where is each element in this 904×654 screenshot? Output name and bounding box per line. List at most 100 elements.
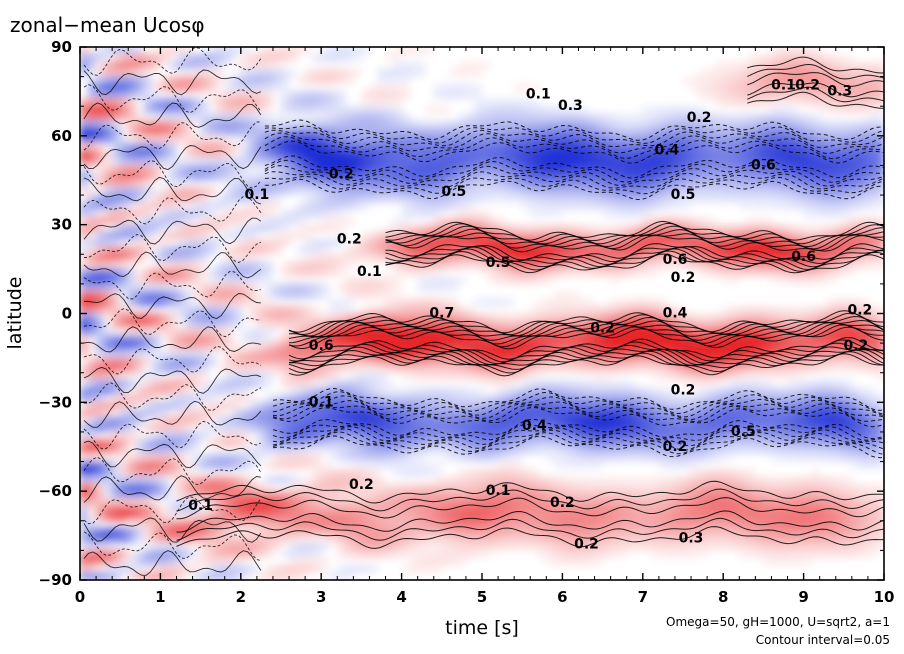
heat-cell: [489, 431, 499, 440]
heat-cell: [183, 261, 194, 270]
heat-cell: [200, 105, 210, 115]
heat-cell: [593, 127, 604, 137]
heat-cell: [200, 290, 210, 300]
heat-cell: [417, 142, 427, 152]
heat-cell: [569, 261, 580, 270]
heat-cell: [360, 164, 371, 174]
heat-cell: [569, 446, 580, 455]
heat-cell: [80, 557, 89, 566]
heat-cell: [545, 357, 555, 366]
heat-cell: [95, 305, 105, 315]
heat-cell: [280, 209, 290, 218]
heat-cell: [320, 534, 330, 544]
heat-cell: [706, 224, 716, 233]
heat-cell: [312, 261, 322, 270]
heat-cell: [103, 327, 113, 337]
heat-cell: [409, 520, 419, 529]
heat-cell: [360, 520, 371, 529]
heat-cell: [119, 238, 129, 248]
heat-cell: [216, 157, 226, 167]
heat-cell: [296, 475, 306, 485]
heat-cell: [328, 53, 338, 63]
heat-cell: [569, 290, 580, 300]
heat-cell: [449, 231, 459, 241]
heat-cell: [87, 431, 97, 440]
heat-cell: [746, 187, 756, 196]
heat-cell: [216, 364, 226, 374]
heat-cell: [706, 268, 716, 278]
heat-cell: [175, 475, 186, 485]
heat-cell: [706, 349, 716, 359]
heat-cell: [328, 490, 338, 500]
heat-cell: [80, 179, 89, 189]
heat-cell: [626, 512, 636, 522]
heat-cell: [280, 549, 290, 559]
heat-cell: [143, 142, 153, 152]
heat-cell: [457, 542, 467, 551]
heat-cell: [513, 534, 523, 544]
heat-cell: [328, 475, 338, 485]
heat-cell: [698, 105, 708, 115]
heat-cell: [706, 320, 716, 329]
heat-cell: [417, 342, 427, 352]
heat-cell: [513, 394, 523, 403]
heat-cell: [256, 98, 266, 107]
heat-cell: [610, 423, 620, 433]
heat-cell: [561, 335, 572, 344]
heat-cell: [87, 312, 97, 322]
heat-cell: [505, 423, 515, 433]
heat-cell: [159, 164, 170, 174]
heat-cell: [143, 275, 153, 285]
heat-cell: [698, 179, 708, 189]
heat-cell: [417, 327, 427, 337]
heat-cell: [216, 409, 226, 418]
heat-cell: [224, 520, 234, 529]
heat-cell: [569, 349, 580, 359]
heat-cell: [159, 505, 170, 514]
heat-cell: [208, 61, 218, 70]
heat-cell: [216, 431, 226, 440]
heat-cell: [561, 312, 572, 322]
heat-cell: [529, 172, 539, 181]
heat-cell: [593, 201, 604, 211]
heat-cell: [698, 379, 708, 389]
heat-cell: [111, 527, 121, 537]
heat-cell: [505, 157, 515, 167]
heat-cell: [481, 497, 491, 507]
heat-cell: [449, 490, 459, 500]
heat-cell: [738, 201, 748, 211]
heat-cell: [722, 238, 732, 248]
heat-cell: [280, 179, 290, 189]
heat-cell: [433, 298, 443, 307]
heat-cell: [360, 113, 371, 122]
heat-cell: [433, 105, 443, 115]
heat-cell: [473, 386, 483, 396]
heat-cell: [441, 557, 451, 566]
heat-cell: [658, 253, 668, 263]
heat-cell: [449, 127, 459, 137]
heat-cell: [658, 327, 668, 337]
heat-cell: [280, 68, 290, 78]
heat-cell: [296, 224, 306, 233]
heat-cell: [232, 372, 242, 381]
heat-cell: [593, 490, 604, 500]
heat-cell: [127, 142, 137, 152]
heat-cell: [175, 423, 186, 433]
heat-cell: [593, 312, 604, 322]
heat-cell: [159, 187, 170, 196]
heat-cell: [738, 253, 748, 263]
heat-cell: [610, 120, 620, 130]
heat-cell: [312, 423, 322, 433]
heat-cell: [352, 549, 362, 559]
heat-cell: [714, 446, 724, 455]
heat-cell: [216, 238, 226, 248]
heat-cell: [481, 401, 491, 411]
heat-cell: [682, 105, 692, 115]
heat-cell: [392, 68, 403, 78]
heat-cell: [497, 246, 507, 255]
heat-cell: [175, 61, 186, 70]
heat-cell: [272, 505, 282, 514]
heat-cell: [304, 401, 314, 411]
heat-cell: [449, 342, 459, 352]
heat-cell: [80, 150, 89, 159]
